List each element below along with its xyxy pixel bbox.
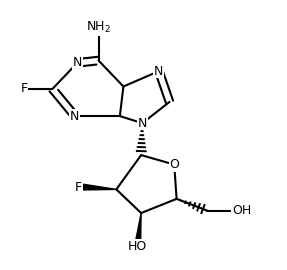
Text: F: F: [20, 82, 28, 95]
Text: OH: OH: [232, 204, 251, 217]
Text: HO: HO: [128, 240, 147, 253]
Text: N: N: [138, 117, 147, 130]
Text: NH$_2$: NH$_2$: [86, 20, 111, 35]
Polygon shape: [135, 213, 141, 247]
Text: N: N: [70, 110, 79, 123]
Polygon shape: [82, 184, 116, 190]
Text: O: O: [169, 158, 179, 171]
Text: F: F: [75, 181, 82, 194]
Text: N: N: [154, 65, 164, 78]
Text: N: N: [73, 56, 82, 69]
